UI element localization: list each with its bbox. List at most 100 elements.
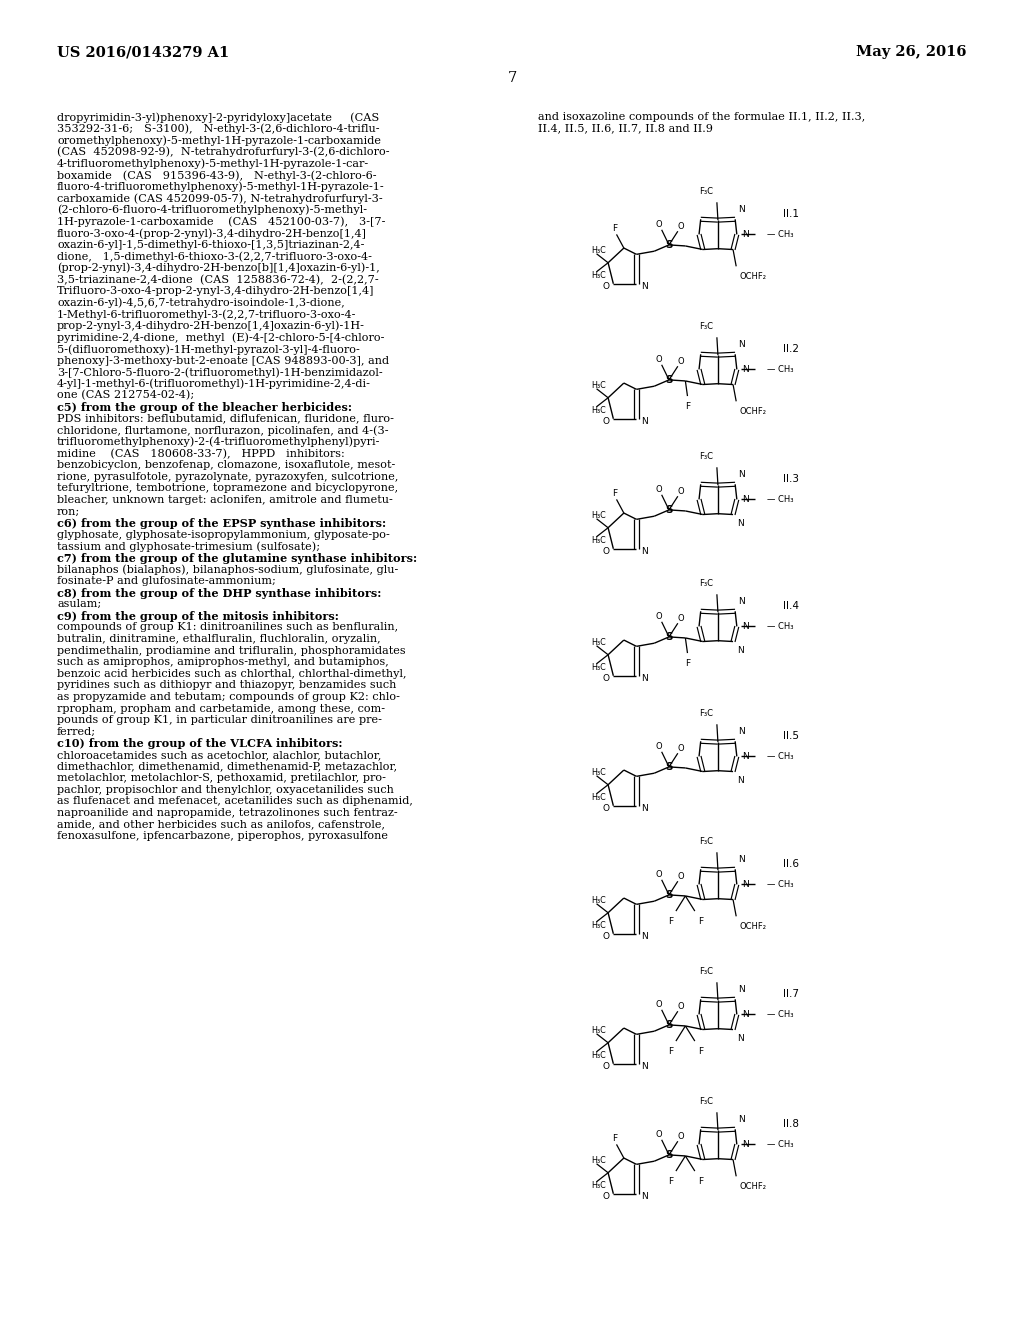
Text: c5) from the group of the bleacher herbicides:: c5) from the group of the bleacher herbi… bbox=[57, 403, 352, 413]
Text: F: F bbox=[685, 403, 690, 411]
Text: N: N bbox=[641, 548, 648, 556]
Text: pounds of group K1, in particular dinitroanilines are pre-: pounds of group K1, in particular dinitr… bbox=[57, 715, 382, 725]
Text: N: N bbox=[738, 206, 744, 214]
Text: — CH₃: — CH₃ bbox=[767, 880, 794, 888]
Text: S: S bbox=[666, 632, 673, 642]
Text: H₃C: H₃C bbox=[591, 511, 606, 520]
Text: S: S bbox=[666, 890, 673, 900]
Text: N: N bbox=[738, 985, 744, 994]
Text: H₃C: H₃C bbox=[591, 1181, 606, 1189]
Text: dione,   1,5-dimethyl-6-thioxo-3-(2,2,7-trifluoro-3-oxo-4-: dione, 1,5-dimethyl-6-thioxo-3-(2,2,7-tr… bbox=[57, 251, 372, 261]
Text: O: O bbox=[655, 1001, 662, 1010]
Text: II.8: II.8 bbox=[783, 1119, 799, 1129]
Text: (CAS  452098-92-9),  N-tetrahydrofurfuryl-3-(2,6-dichloro-: (CAS 452098-92-9), N-tetrahydrofurfuryl-… bbox=[57, 147, 389, 157]
Text: prop-2-ynyl-3,4-dihydro-2H-benzo[1,4]oxazin-6-yl)-1H-: prop-2-ynyl-3,4-dihydro-2H-benzo[1,4]oxa… bbox=[57, 321, 365, 331]
Text: as flufenacet and mefenacet, acetanilides such as diphenamid,: as flufenacet and mefenacet, acetanilide… bbox=[57, 796, 413, 807]
Text: S: S bbox=[666, 375, 673, 385]
Text: F: F bbox=[668, 917, 673, 927]
Text: N: N bbox=[738, 470, 744, 479]
Text: chloridone, flurtamone, norflurazon, picolinafen, and 4-(3-: chloridone, flurtamone, norflurazon, pic… bbox=[57, 425, 388, 436]
Text: one (CAS 212754-02-4);: one (CAS 212754-02-4); bbox=[57, 391, 195, 401]
Text: tassium and glyphosate-trimesium (sulfosate);: tassium and glyphosate-trimesium (sulfos… bbox=[57, 541, 321, 552]
Text: O: O bbox=[602, 675, 609, 684]
Text: such as amiprophos, amiprophos-methyl, and butamiphos,: such as amiprophos, amiprophos-methyl, a… bbox=[57, 657, 389, 667]
Text: chloroacetamides such as acetochlor, alachlor, butachlor,: chloroacetamides such as acetochlor, ala… bbox=[57, 750, 381, 760]
Text: F: F bbox=[612, 488, 617, 498]
Text: N: N bbox=[741, 1010, 749, 1019]
Text: N: N bbox=[741, 1140, 749, 1148]
Text: N: N bbox=[738, 1115, 744, 1125]
Text: S: S bbox=[666, 762, 673, 772]
Text: — CH₃: — CH₃ bbox=[767, 364, 794, 374]
Text: H₃C: H₃C bbox=[591, 638, 606, 647]
Text: metolachlor, metolachlor-S, pethoxamid, pretilachlor, pro-: metolachlor, metolachlor-S, pethoxamid, … bbox=[57, 774, 386, 783]
Text: N: N bbox=[741, 495, 749, 504]
Text: N: N bbox=[741, 364, 749, 374]
Text: H₃C: H₃C bbox=[591, 380, 606, 389]
Text: N: N bbox=[641, 1192, 648, 1201]
Text: c7) from the group of the glutamine synthase inhibitors:: c7) from the group of the glutamine synt… bbox=[57, 553, 417, 564]
Text: O: O bbox=[655, 612, 662, 622]
Text: Trifluoro-3-oxo-4-prop-2-ynyl-3,4-dihydro-2H-benzo[1,4]: Trifluoro-3-oxo-4-prop-2-ynyl-3,4-dihydr… bbox=[57, 286, 375, 296]
Text: H₃C: H₃C bbox=[591, 1026, 606, 1035]
Text: amide, and other herbicides such as anilofos, cafenstrole,: amide, and other herbicides such as anil… bbox=[57, 820, 385, 829]
Text: F: F bbox=[697, 917, 702, 927]
Text: naproanilide and napropamide, tetrazolinones such fentraz-: naproanilide and napropamide, tetrazolin… bbox=[57, 808, 397, 818]
Text: 5-(difluoromethoxy)-1H-methyl-pyrazol-3-yl]-4-fluoro-: 5-(difluoromethoxy)-1H-methyl-pyrazol-3-… bbox=[57, 345, 359, 355]
Text: N: N bbox=[741, 230, 749, 239]
Text: as propyzamide and tebutam; compounds of group K2: chlo-: as propyzamide and tebutam; compounds of… bbox=[57, 692, 400, 702]
Text: O: O bbox=[602, 548, 609, 556]
Text: O: O bbox=[678, 871, 684, 880]
Text: O: O bbox=[655, 355, 662, 364]
Text: 1-Methyl-6-trifluoromethyl-3-(2,2,7-trifluoro-3-oxo-4-: 1-Methyl-6-trifluoromethyl-3-(2,2,7-trif… bbox=[57, 309, 356, 319]
Text: F: F bbox=[612, 224, 617, 232]
Text: midine    (CAS   180608-33-7),   HPPD   inhibitors:: midine (CAS 180608-33-7), HPPD inhibitor… bbox=[57, 449, 345, 459]
Text: — CH₃: — CH₃ bbox=[767, 752, 794, 760]
Text: bleacher, unknown target: aclonifen, amitrole and flumetu-: bleacher, unknown target: aclonifen, ami… bbox=[57, 495, 393, 504]
Text: F: F bbox=[668, 1047, 673, 1056]
Text: N: N bbox=[738, 855, 744, 865]
Text: 353292-31-6;   S-3100),   N-ethyl-3-(2,6-dichloro-4-triflu-: 353292-31-6; S-3100), N-ethyl-3-(2,6-dic… bbox=[57, 124, 380, 135]
Text: rione, pyrasulfotole, pyrazolynate, pyrazoxyfen, sulcotrione,: rione, pyrasulfotole, pyrazolynate, pyra… bbox=[57, 471, 398, 482]
Text: F₃C: F₃C bbox=[699, 968, 713, 977]
Text: II.1: II.1 bbox=[783, 209, 799, 219]
Text: O: O bbox=[678, 1131, 684, 1140]
Text: F: F bbox=[685, 659, 690, 668]
Text: benzoic acid herbicides such as chlorthal, chlorthal-dimethyl,: benzoic acid herbicides such as chlortha… bbox=[57, 669, 407, 678]
Text: ferred;: ferred; bbox=[57, 727, 96, 737]
Text: N: N bbox=[737, 645, 743, 655]
Text: compounds of group K1: dinitroanilines such as benfluralin,: compounds of group K1: dinitroanilines s… bbox=[57, 623, 398, 632]
Text: N: N bbox=[641, 282, 648, 292]
Text: glyphosate, glyphosate-isopropylammonium, glyposate-po-: glyphosate, glyphosate-isopropylammonium… bbox=[57, 529, 390, 540]
Text: O: O bbox=[678, 614, 684, 623]
Text: N: N bbox=[741, 752, 749, 760]
Text: oxazin-6-yl)-4,5,6,7-tetrahydro-isoindole-1,3-dione,: oxazin-6-yl)-4,5,6,7-tetrahydro-isoindol… bbox=[57, 297, 345, 308]
Text: 4-yl]-1-methyl-6-(trifluoromethyl)-1H-pyrimidine-2,4-di-: 4-yl]-1-methyl-6-(trifluoromethyl)-1H-py… bbox=[57, 379, 371, 389]
Text: S: S bbox=[666, 1150, 673, 1160]
Text: N: N bbox=[641, 417, 648, 426]
Text: 3-[7-Chloro-5-fluoro-2-(trifluoromethyl)-1H-benzimidazol-: 3-[7-Chloro-5-fluoro-2-(trifluoromethyl)… bbox=[57, 367, 383, 378]
Text: H₃C: H₃C bbox=[591, 793, 606, 801]
Text: — CH₃: — CH₃ bbox=[767, 1140, 794, 1148]
Text: OCHF₂: OCHF₂ bbox=[739, 408, 766, 416]
Text: F₃C: F₃C bbox=[699, 1097, 713, 1106]
Text: N: N bbox=[737, 519, 743, 528]
Text: pyridines such as dithiopyr and thiazopyr, benzamides such: pyridines such as dithiopyr and thiazopy… bbox=[57, 680, 396, 690]
Text: tefuryltrione, tembotrione, topramezone and bicyclopyrone,: tefuryltrione, tembotrione, topramezone … bbox=[57, 483, 398, 494]
Text: F: F bbox=[612, 1134, 617, 1143]
Text: N: N bbox=[737, 776, 743, 784]
Text: O: O bbox=[602, 932, 609, 941]
Text: dropyrimidin-3-yl)phenoxy]-2-pyridyloxy]acetate     (CAS: dropyrimidin-3-yl)phenoxy]-2-pyridyloxy]… bbox=[57, 112, 379, 123]
Text: O: O bbox=[602, 804, 609, 813]
Text: II.4, II.5, II.6, II.7, II.8 and II.9: II.4, II.5, II.6, II.7, II.8 and II.9 bbox=[538, 124, 713, 133]
Text: N: N bbox=[641, 675, 648, 684]
Text: OCHF₂: OCHF₂ bbox=[739, 1183, 766, 1192]
Text: O: O bbox=[678, 487, 684, 496]
Text: H₃C: H₃C bbox=[591, 405, 606, 414]
Text: N: N bbox=[741, 880, 749, 888]
Text: H₃C: H₃C bbox=[591, 896, 606, 904]
Text: II.5: II.5 bbox=[783, 731, 799, 741]
Text: II.3: II.3 bbox=[783, 474, 799, 484]
Text: O: O bbox=[655, 486, 662, 494]
Text: c6) from the group of the EPSP synthase inhibitors:: c6) from the group of the EPSP synthase … bbox=[57, 517, 386, 529]
